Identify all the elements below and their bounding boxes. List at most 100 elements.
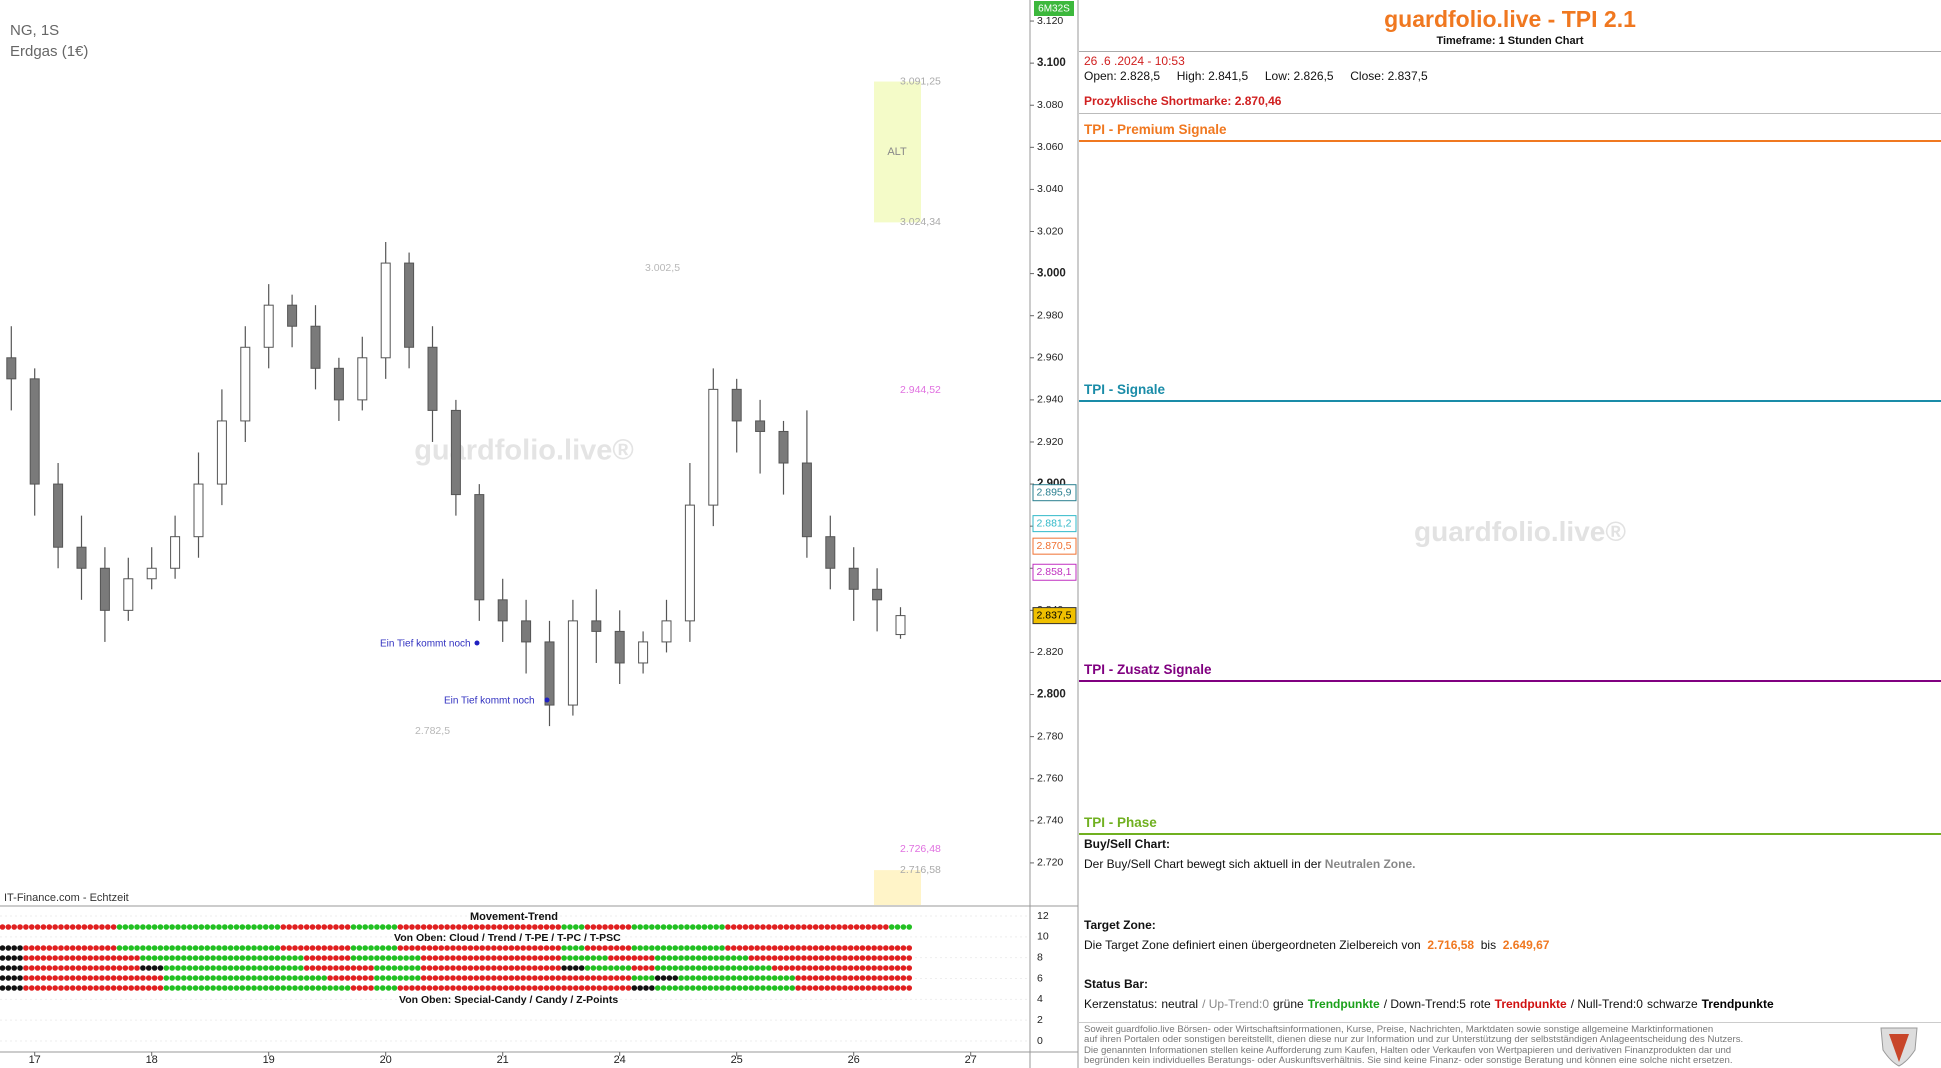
trend-dot	[467, 945, 474, 951]
trend-dot	[69, 945, 76, 951]
trend-dot	[479, 924, 486, 930]
trend-dot	[450, 965, 456, 971]
trend-dot	[888, 965, 895, 971]
trend-dot	[766, 945, 772, 951]
trend-dot	[496, 965, 503, 971]
trend-dot	[906, 945, 913, 951]
trend-dot	[818, 965, 825, 971]
trend-dot	[467, 965, 474, 971]
trend-dot	[537, 924, 544, 930]
candle-body	[427, 346, 438, 411]
trend-dot	[134, 945, 140, 951]
trend-dot	[298, 985, 304, 991]
trend-dot	[344, 975, 351, 981]
trend-dot	[906, 955, 913, 961]
trend-dot	[824, 985, 831, 991]
trend-dot	[344, 985, 351, 991]
trend-dot	[830, 955, 836, 961]
trend-dot	[526, 985, 532, 991]
trend-dot	[134, 955, 140, 961]
trend-dot	[204, 985, 211, 991]
trend-dot	[532, 975, 538, 981]
trend-dot	[842, 955, 848, 961]
indicator-tick-label: 12	[1037, 910, 1049, 922]
trend-dot	[99, 975, 105, 981]
trend-dot	[23, 924, 29, 930]
trend-dot	[701, 965, 708, 971]
price-label: 2.726,48	[900, 843, 941, 855]
trend-dot	[871, 965, 877, 971]
trend-dot	[350, 955, 357, 961]
trend-dot	[900, 955, 907, 961]
trend-dot	[777, 985, 784, 991]
trend-dot	[730, 965, 737, 971]
trend-dot	[368, 985, 374, 991]
trend-dot	[309, 924, 316, 930]
trend-dot	[713, 945, 719, 951]
trend-dot	[631, 985, 638, 991]
candle-body	[778, 430, 789, 464]
trend-dot	[64, 945, 70, 951]
trend-dot	[362, 975, 369, 981]
trend-dot	[883, 965, 889, 971]
trend-dot	[596, 985, 602, 991]
trend-dot	[537, 945, 544, 951]
trend-dot	[742, 985, 749, 991]
trend-dot	[824, 965, 831, 971]
trend-dot	[818, 975, 825, 981]
trend-dot	[748, 945, 755, 951]
trend-dot	[561, 965, 567, 971]
trend-dot	[684, 965, 690, 971]
trend-dot	[344, 945, 351, 951]
trend-dot	[801, 975, 807, 981]
trend-dot	[584, 945, 591, 951]
trend-dot	[93, 955, 99, 961]
trend-dot	[169, 955, 175, 961]
trend-dot	[251, 985, 257, 991]
trend-dot	[216, 945, 222, 951]
trend-dot	[28, 965, 35, 971]
indicator-tick-label: 8	[1037, 951, 1043, 963]
candle-body	[848, 567, 859, 590]
price-label: 3.002,5	[645, 262, 680, 274]
trend-dot	[245, 985, 251, 991]
trend-dot	[362, 965, 369, 971]
trend-dot	[192, 975, 199, 981]
trend-dot	[157, 985, 164, 991]
trend-dot	[245, 965, 251, 971]
trend-dot	[327, 924, 333, 930]
trend-dot	[181, 965, 187, 971]
trend-dot	[175, 985, 181, 991]
trend-dot	[286, 955, 292, 961]
trend-dot	[461, 945, 468, 951]
trend-dot	[122, 965, 129, 971]
data-source: IT-Finance.com - Echtzeit	[4, 892, 129, 904]
trend-dot	[40, 945, 47, 951]
trend-dot	[64, 955, 70, 961]
trend-dot	[239, 985, 246, 991]
candle-body	[357, 357, 368, 401]
trend-dot	[87, 965, 94, 971]
trend-dot	[473, 975, 480, 981]
trend-dot	[28, 955, 35, 961]
y-tick-label: 3.060	[1037, 141, 1063, 153]
price-marker-label: 2.837,5	[1036, 609, 1071, 621]
trend-dot	[532, 955, 538, 961]
trend-dot	[801, 965, 807, 971]
trend-dot	[613, 975, 620, 981]
trend-dot	[64, 975, 70, 981]
trend-dot	[766, 924, 772, 930]
trend-dot	[818, 924, 825, 930]
trend-dot	[555, 924, 562, 930]
trend-dot	[777, 965, 784, 971]
trend-dot	[0, 924, 6, 930]
trend-dot	[871, 945, 877, 951]
candle-body	[310, 325, 321, 369]
trend-dot	[900, 965, 907, 971]
trend-dot	[637, 945, 643, 951]
trend-dot	[543, 965, 550, 971]
price-marker-label: 2.881,2	[1036, 517, 1071, 529]
trend-dot	[274, 965, 281, 971]
zone-price: 3.091,25	[900, 75, 941, 87]
trend-dot	[842, 985, 848, 991]
